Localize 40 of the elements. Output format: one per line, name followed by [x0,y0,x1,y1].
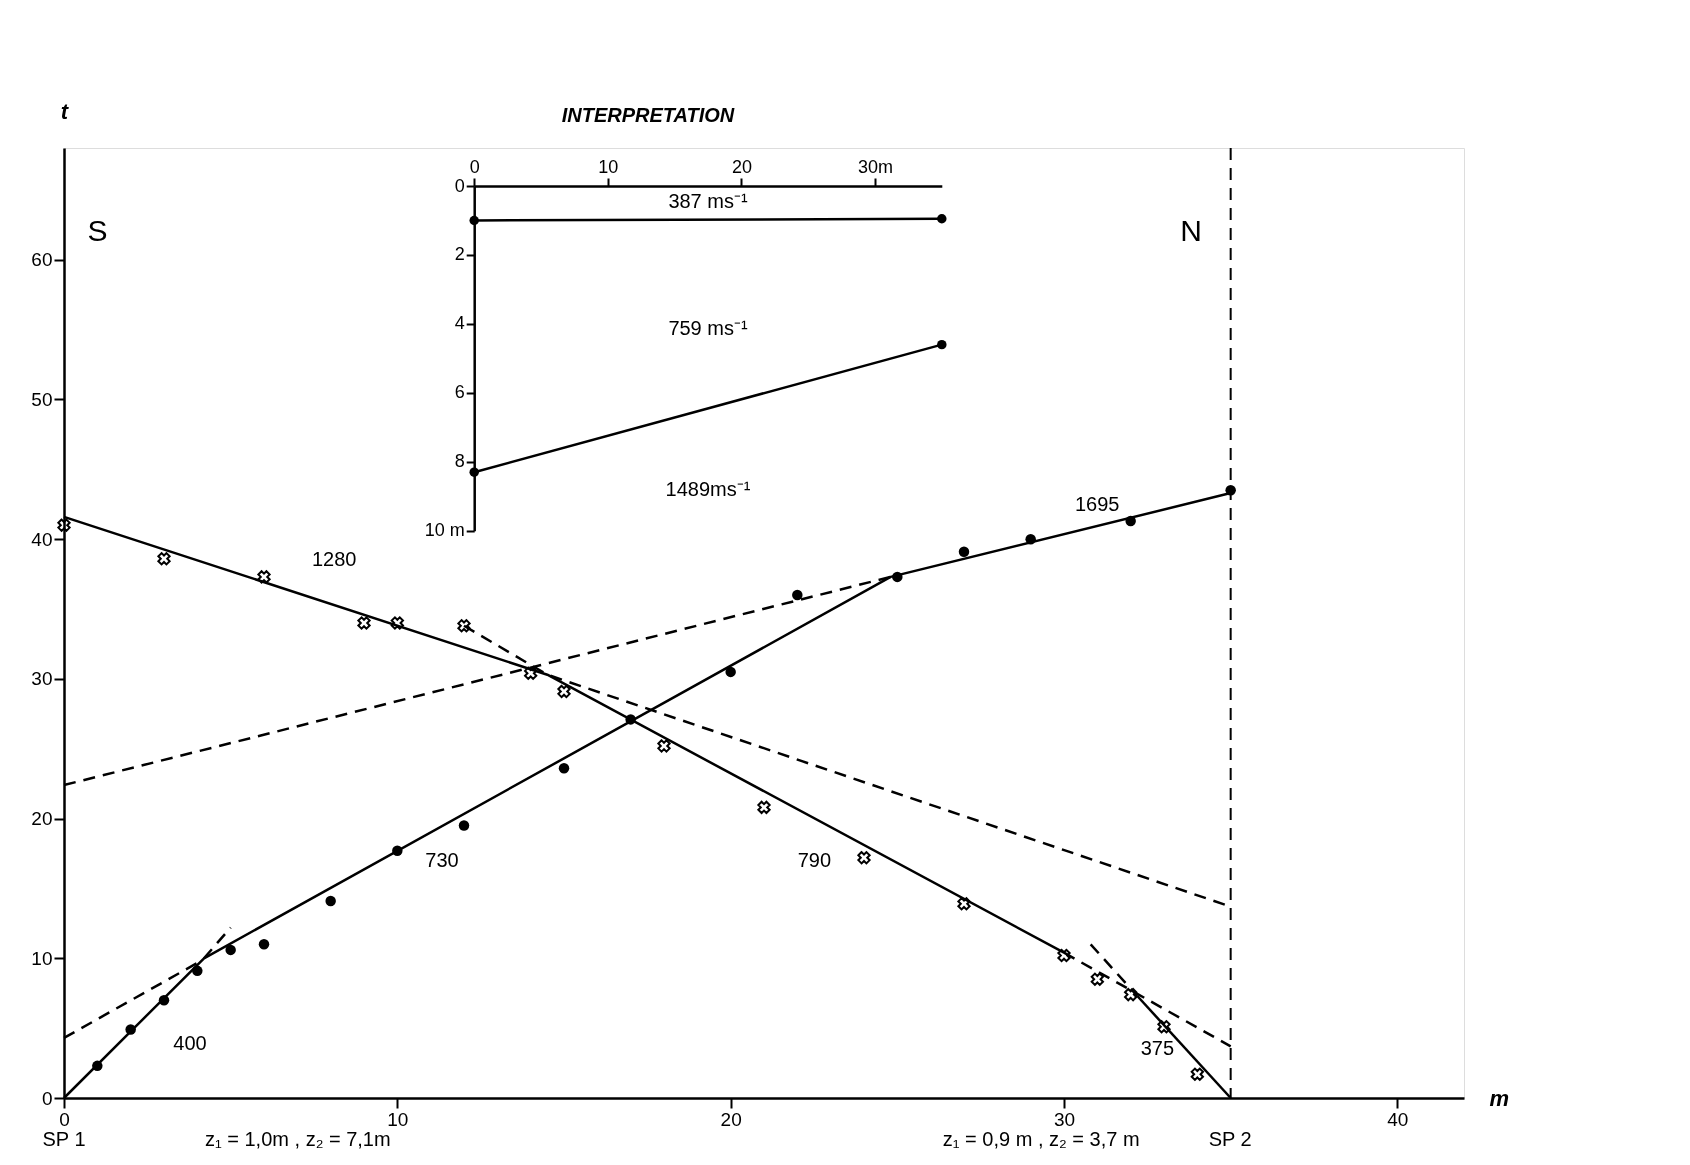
x-axis-title: m [1489,1085,1510,1111]
x-tick-label: 0 [59,1108,70,1130]
y-tick-label: 20 [31,808,53,830]
y-tick-label: 40 [31,528,53,550]
x-tick-label: 20 [720,1108,742,1130]
y-tick-label: 60 [31,249,53,271]
annotation: 759 ms⁻¹ [668,316,748,339]
y-tick-label: 0 [41,1087,53,1109]
annotation: 1489ms⁻¹ [665,478,751,500]
text: SP 2 [1208,1128,1252,1150]
y-tick-label: 8 [454,451,465,472]
annotation: 790 [797,849,832,872]
x-tick-label: 10 [387,1108,409,1130]
x-tick-label: 30 [1053,1108,1076,1130]
y-tick-label: 0 [454,175,465,196]
annotation: N [1180,213,1202,247]
y-tick-label: 10 m [424,520,465,541]
y-tick-label: 10 [31,947,53,969]
y-tick-label: 30 [31,668,53,690]
x-tick-label: 0 [469,156,480,177]
text: z₁ = 1,0m , z₂ = 7,1m [204,1128,391,1150]
text: SP 1 [42,1128,86,1150]
chart-title: INTERPRETATION [561,104,735,126]
text: z₁ = 0,9 m , z₂ = 3,7 m [942,1128,1140,1150]
annotation: 1280 [311,548,357,571]
annotation: 1695 [1074,493,1120,516]
x-tick-label: 30m [857,156,894,177]
x-tick-label: 40 [1387,1108,1409,1130]
annotation: 387 ms⁻¹ [668,190,748,213]
y-tick-label: 2 [454,244,465,265]
y-axis-title: t [60,98,70,124]
y-tick-label: 6 [454,382,465,403]
annotation: 400 [173,1031,207,1054]
annotation: S [87,213,108,247]
annotation: 375 [1140,1036,1175,1059]
y-tick-label: 4 [454,313,465,334]
x-tick-label: 10 [598,156,619,177]
x-tick-label: 20 [731,156,752,177]
y-tick-label: 50 [31,388,53,410]
annotation: 730 [425,849,459,872]
